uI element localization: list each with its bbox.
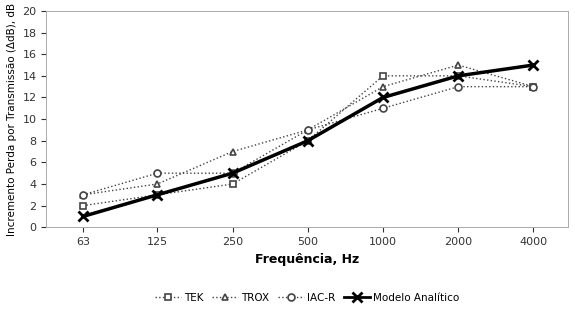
TEK — [229, 182, 236, 186]
IAC-R — [79, 193, 86, 197]
Modelo Analítico — [79, 215, 86, 218]
TEK — [455, 74, 462, 78]
Modelo Analítico — [380, 96, 386, 100]
TEK — [380, 74, 386, 78]
Modelo Analítico — [154, 193, 160, 197]
TROX — [154, 182, 160, 186]
Line: TEK: TEK — [79, 73, 537, 209]
TROX — [229, 150, 236, 154]
X-axis label: Frequência, Hz: Frequência, Hz — [255, 252, 359, 266]
IAC-R — [229, 171, 236, 175]
TEK — [154, 193, 160, 197]
TROX — [455, 63, 462, 67]
IAC-R — [304, 128, 311, 132]
TROX — [530, 85, 537, 89]
Line: TROX: TROX — [79, 62, 537, 198]
Modelo Analítico — [229, 171, 236, 175]
IAC-R — [154, 171, 160, 175]
Modelo Analítico — [304, 139, 311, 143]
TROX — [380, 85, 386, 89]
Modelo Analítico — [455, 74, 462, 78]
TEK — [530, 85, 537, 89]
TEK — [79, 204, 86, 208]
Legend: TEK, TROX, IAC-R, Modelo Analítico: TEK, TROX, IAC-R, Modelo Analítico — [155, 293, 459, 303]
Y-axis label: Incremento Perda por Transmissão (ΔdB), dB: Incremento Perda por Transmissão (ΔdB), … — [7, 3, 17, 236]
IAC-R — [455, 85, 462, 89]
Modelo Analítico — [530, 63, 537, 67]
TROX — [304, 128, 311, 132]
TROX — [79, 193, 86, 197]
TEK — [304, 139, 311, 143]
Line: Modelo Analítico: Modelo Analítico — [78, 60, 538, 221]
IAC-R — [380, 107, 386, 110]
IAC-R — [530, 85, 537, 89]
Line: IAC-R: IAC-R — [79, 83, 537, 198]
